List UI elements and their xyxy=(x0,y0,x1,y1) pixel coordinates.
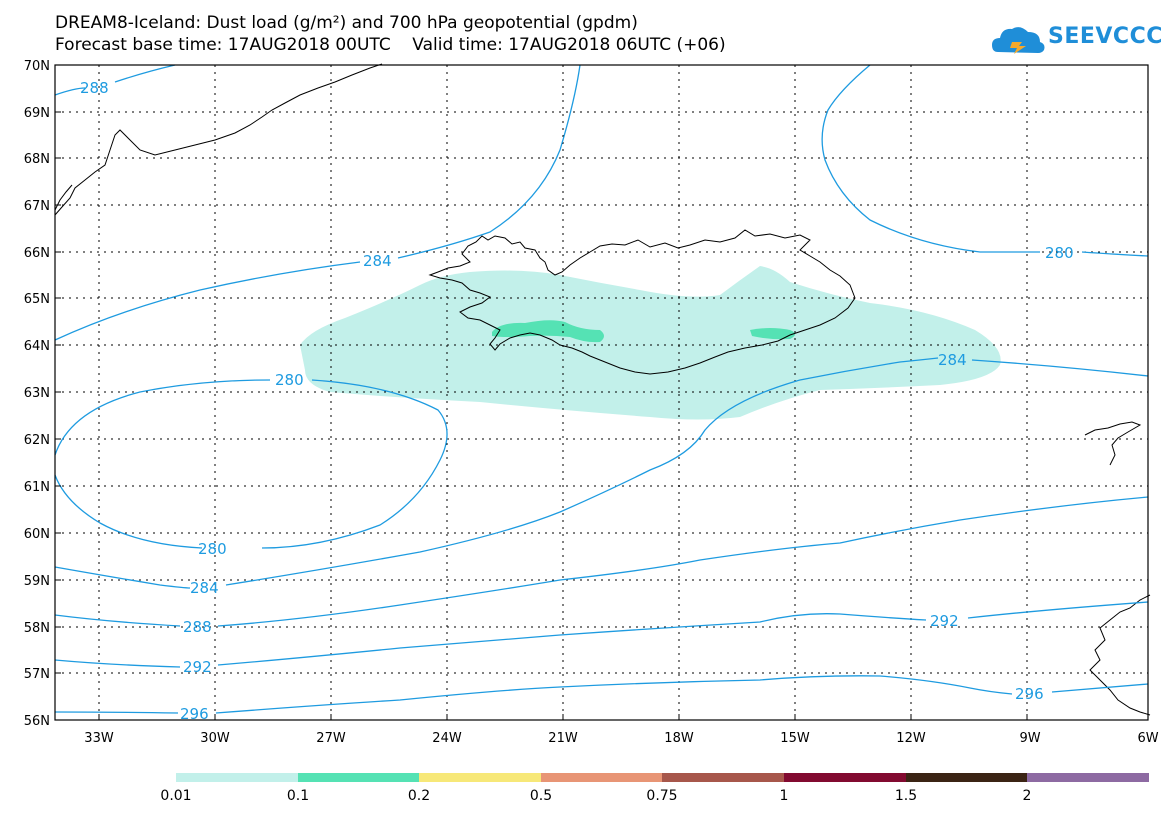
lon-label: 18W xyxy=(664,731,694,746)
lat-label: 63N xyxy=(24,386,50,401)
map-subtitle: Forecast base time: 17AUG2018 00UTC Vali… xyxy=(55,35,726,55)
colorbar-label: 0.01 xyxy=(160,788,191,804)
lat-label: 56N xyxy=(24,714,50,729)
longitude-labels: 33W 30W 27W 24W 21W 18W 15W 12W 9W 6W xyxy=(84,731,1158,746)
colorbar-label: 0.75 xyxy=(646,788,677,804)
lon-label: 24W xyxy=(432,731,462,746)
contour-label: 284 xyxy=(938,351,967,369)
contour-280-northeast xyxy=(821,64,1149,257)
colorbar xyxy=(176,773,1149,782)
coastlines xyxy=(54,63,1151,716)
contour-288-north xyxy=(54,64,176,96)
contour-label: 284 xyxy=(363,252,392,270)
colorbar-segment xyxy=(176,773,298,782)
lat-label: 60N xyxy=(24,527,50,542)
colorbar-segment xyxy=(298,773,419,782)
logo-text: SEEVCCC xyxy=(1048,24,1163,49)
contour-label: 288 xyxy=(183,618,212,636)
faroe-shetland-coastline xyxy=(1084,421,1142,466)
lat-label: 57N xyxy=(24,667,50,682)
lat-label: 64N xyxy=(24,339,50,354)
colorbar-segment xyxy=(419,773,541,782)
contour-label: 292 xyxy=(183,658,212,676)
dust-region-medium-west xyxy=(492,320,604,343)
contour-288 xyxy=(54,496,1149,627)
contour-label: 296 xyxy=(1015,685,1044,703)
lon-label: 33W xyxy=(84,731,114,746)
greenland-coastline xyxy=(54,63,383,216)
lon-label: 30W xyxy=(200,731,230,746)
lat-label: 58N xyxy=(24,621,50,636)
tick-marks xyxy=(55,64,1028,720)
colorbar-segment xyxy=(662,773,784,782)
lon-label: 9W xyxy=(1019,731,1040,746)
contour-label: 280 xyxy=(1045,244,1074,262)
latitude-labels: 70N 69N 68N 67N 66N 65N 64N 63N 62N 61N … xyxy=(24,59,50,729)
colorbar-label: 2 xyxy=(1023,788,1032,804)
contour-label: 284 xyxy=(190,579,219,597)
colorbar-segment xyxy=(541,773,662,782)
colorbar-segment xyxy=(1027,773,1149,782)
lon-label: 21W xyxy=(548,731,578,746)
dust-region-light xyxy=(300,266,1001,420)
cloud-logo-icon xyxy=(992,27,1045,54)
lat-label: 65N xyxy=(24,292,50,307)
colorbar-label: 0.1 xyxy=(287,788,309,804)
lat-label: 66N xyxy=(24,246,50,261)
colorbar-label: 1 xyxy=(780,788,789,804)
lat-label: 59N xyxy=(24,574,50,589)
contour-labels: 288 284 280 280 280 284 284 288 292 292 … xyxy=(80,79,1074,723)
lat-label: 69N xyxy=(24,106,50,121)
iceland-coastline xyxy=(428,229,856,375)
dust-region-medium-east xyxy=(750,328,795,340)
colorbar-label: 0.5 xyxy=(530,788,552,804)
colorbar-labels: 0.01 0.1 0.2 0.5 0.75 1 1.5 2 xyxy=(160,788,1031,804)
lon-label: 12W xyxy=(896,731,926,746)
colorbar-segment xyxy=(906,773,1027,782)
contour-284-north xyxy=(54,64,581,341)
graticule xyxy=(55,65,1148,720)
map-title: DREAM8-Iceland: Dust load (g/m²) and 700… xyxy=(55,13,638,33)
greenland-coast-detail xyxy=(54,184,73,211)
contour-280-closed xyxy=(54,379,448,549)
dust-layer xyxy=(300,266,1001,420)
lat-label: 61N xyxy=(24,480,50,495)
scotland-coastline xyxy=(1089,594,1151,716)
colorbar-label: 1.5 xyxy=(895,788,917,804)
contour-label: 288 xyxy=(80,79,109,97)
contour-284-south xyxy=(54,357,1149,589)
lat-label: 70N xyxy=(24,59,50,74)
contour-296 xyxy=(54,675,1149,714)
contour-292 xyxy=(54,601,1149,668)
contour-label: 280 xyxy=(275,371,304,389)
lon-label: 15W xyxy=(780,731,810,746)
lon-label: 27W xyxy=(316,731,346,746)
contour-label: 280 xyxy=(198,540,227,558)
lat-label: 67N xyxy=(24,199,50,214)
contour-label: 296 xyxy=(180,705,209,723)
geopotential-contours xyxy=(54,64,1149,714)
contour-label: 292 xyxy=(930,612,959,630)
colorbar-label: 0.2 xyxy=(408,788,430,804)
lon-label: 6W xyxy=(1137,731,1158,746)
lat-label: 68N xyxy=(24,152,50,167)
lat-label: 62N xyxy=(24,433,50,448)
colorbar-segment xyxy=(784,773,906,782)
